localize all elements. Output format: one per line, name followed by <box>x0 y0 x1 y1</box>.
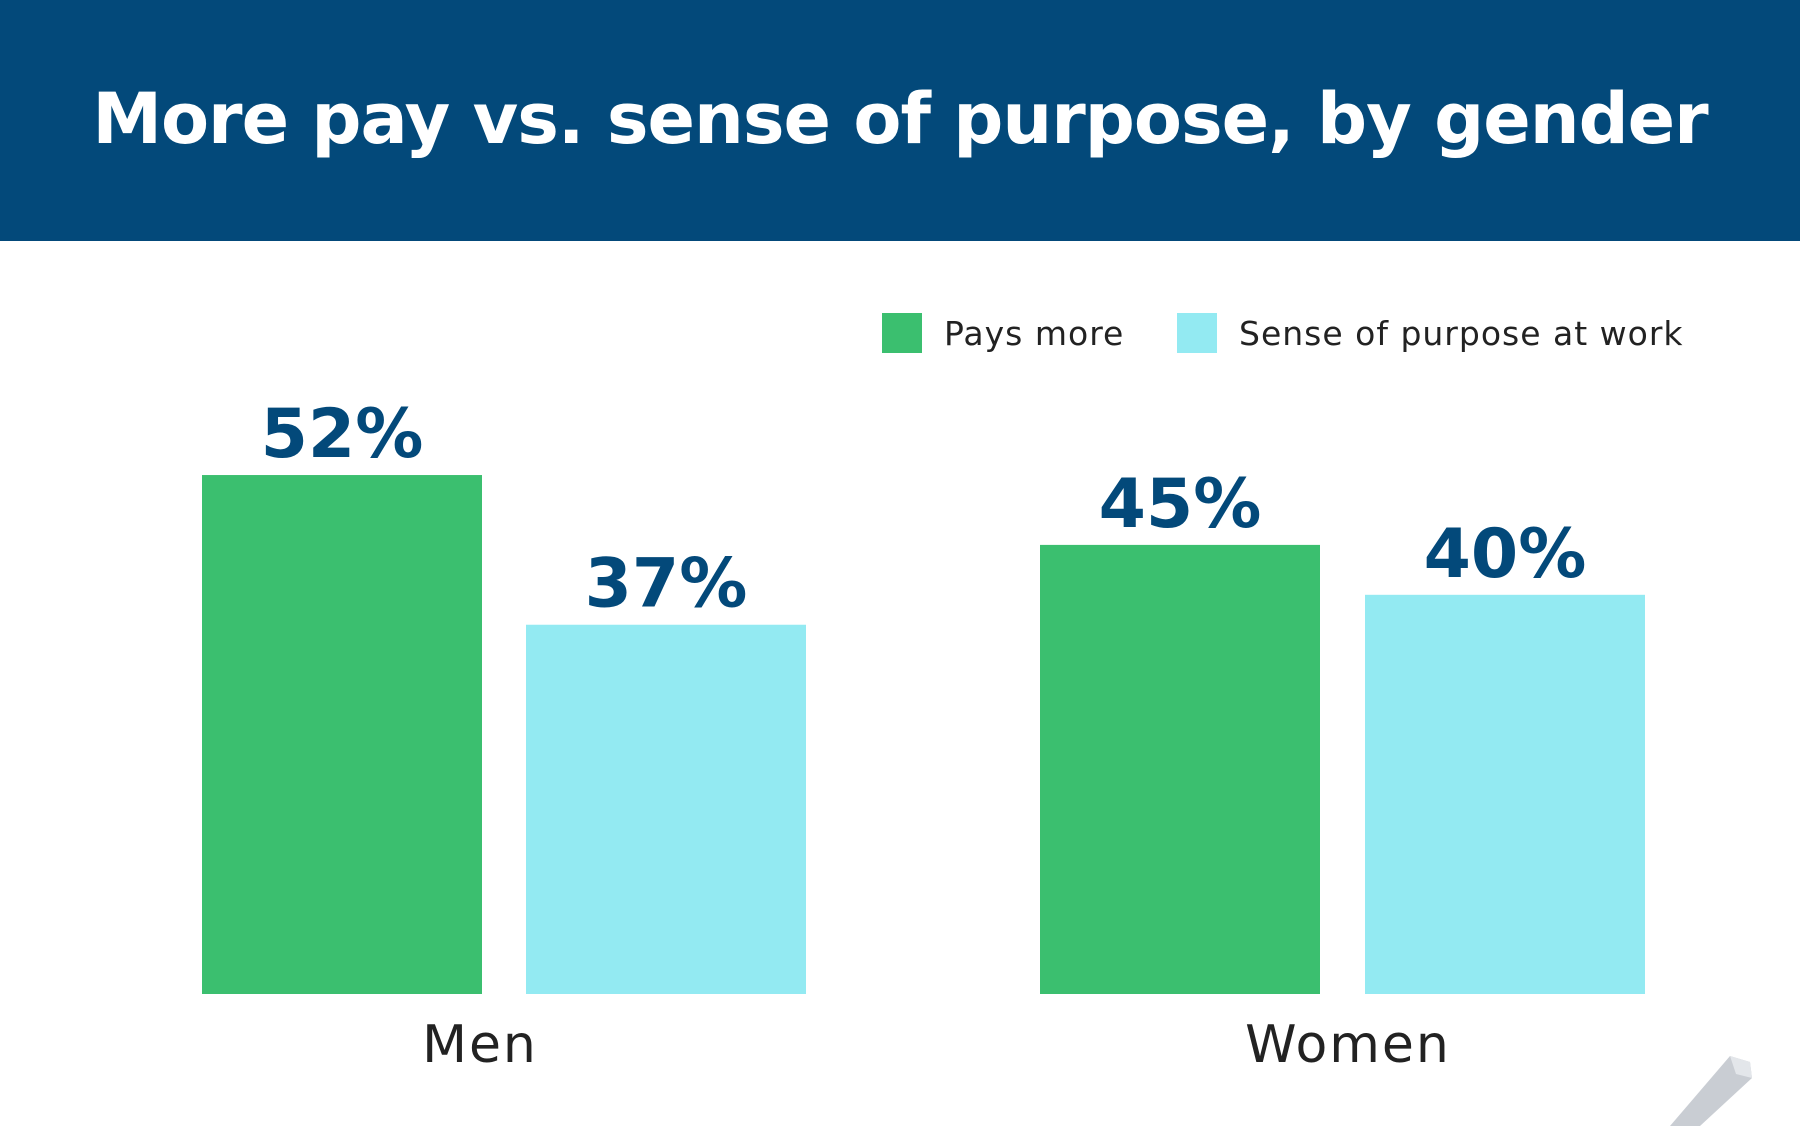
legend-item-sense-of-purpose: Sense of purpose at work <box>1177 313 1684 353</box>
header-banner: More pay vs. sense of purpose, by gender <box>0 0 1800 241</box>
legend-swatch-pays-more <box>882 313 922 353</box>
value-label-men-series-0: 52% <box>261 395 424 474</box>
bar-women-series-0 <box>1040 544 1320 994</box>
category-label-women: Women <box>1245 1015 1451 1075</box>
value-label-women-series-0: 45% <box>1099 465 1262 544</box>
legend-label-sense-of-purpose: Sense of purpose at work <box>1239 313 1684 353</box>
legend-swatch-sense-of-purpose <box>1177 313 1217 353</box>
value-label-women-series-1: 40% <box>1424 515 1587 594</box>
bar-men-series-1 <box>526 624 806 994</box>
legend-label-pays-more: Pays more <box>944 313 1125 353</box>
legend-item-pays-more: Pays more <box>882 313 1124 353</box>
pencil-decoration-icon <box>1670 1056 1752 1126</box>
chart-legend: Pays more Sense of purpose at work <box>0 313 1800 355</box>
chart-title: More pay vs. sense of purpose, by gender <box>92 77 1708 160</box>
value-label-men-series-1: 37% <box>585 545 748 624</box>
category-label-men: Men <box>422 1015 538 1075</box>
bar-men-series-0 <box>202 475 482 994</box>
bar-women-series-1 <box>1365 594 1645 994</box>
